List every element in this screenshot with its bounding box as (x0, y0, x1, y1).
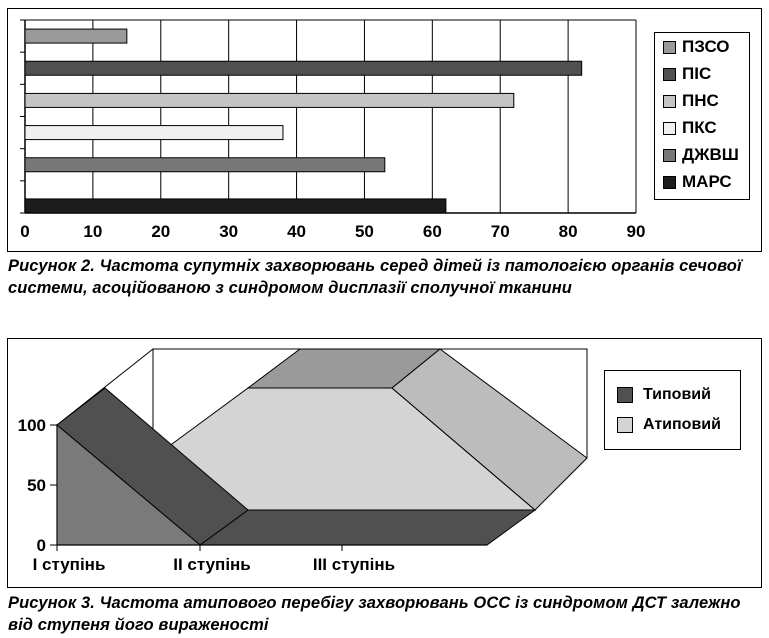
x-tick-label: III ступінь (313, 555, 395, 574)
x-tick-label: 0 (20, 222, 29, 241)
bar-ПКС (24, 125, 284, 141)
y-tick-label: 50 (27, 476, 46, 495)
legend-swatch (663, 94, 676, 108)
legend-label: Атиповий (643, 416, 721, 433)
area-atypical-side (391, 348, 588, 511)
legend-swatch (663, 67, 676, 81)
legend-figure-3: Типовий Атиповий (604, 370, 741, 450)
x-tick-label: 80 (559, 222, 578, 241)
legend-swatch (663, 148, 676, 162)
x-tick-label: 60 (423, 222, 442, 241)
legend-label: ДЖВШ (682, 145, 739, 164)
bar-МАРС (24, 198, 447, 214)
caption-figure-3: Рисунок 3. Частота атипового перебігу за… (8, 594, 741, 634)
y-tick-label: 100 (18, 416, 46, 435)
bar-ДЖВШ (24, 157, 386, 173)
legend-item: МАРС (663, 172, 732, 192)
legend-swatch (663, 175, 676, 189)
x-tick-label: 50 (355, 222, 374, 241)
legend-swatch (663, 121, 676, 135)
legend-item: ПНС (663, 91, 719, 111)
legend-item: ПІС (663, 64, 711, 84)
x-tick-label: II ступінь (173, 555, 251, 574)
x-tick-label: 70 (491, 222, 510, 241)
x-tick-label: 30 (219, 222, 238, 241)
caption-figure-2: Рисунок 2. Частота супутніх захворювань … (8, 257, 742, 297)
legend-item: ПЗСО (663, 37, 730, 57)
x-tick-label: 20 (151, 222, 170, 241)
legend-item: Атиповий (617, 416, 721, 434)
legend-figure-2: ПЗСО ПІС ПНС ПКС ДЖВШ МАРС (654, 32, 750, 200)
legend-label: ПІС (682, 64, 712, 83)
x-tick-label: 90 (627, 222, 646, 241)
bar-ПЗСО (24, 28, 128, 44)
legend-label: ПЗСО (682, 37, 730, 56)
bar-ПІС (24, 60, 583, 76)
legend-swatch (617, 417, 633, 433)
x-tick-label: I ступінь (33, 555, 106, 574)
x-tick-label: 10 (83, 222, 102, 241)
legend-item: ДЖВШ (663, 145, 739, 165)
legend-item: ПКС (663, 118, 717, 138)
legend-item: Типовий (617, 386, 711, 404)
legend-label: Типовий (643, 386, 711, 403)
legend-label: ПНС (682, 91, 719, 110)
legend-label: ПКС (682, 118, 717, 137)
bar-chart: 0 10 20 30 40 50 60 70 80 90 (20, 19, 646, 241)
legend-swatch (617, 387, 633, 403)
legend-swatch (663, 40, 676, 54)
area-3d-chart: 0 50 100 I ступінь II ступінь III ступінь (18, 348, 588, 574)
y-tick-label: 0 (37, 536, 46, 555)
bar-ПНС (24, 92, 515, 108)
x-tick-label: 40 (287, 222, 306, 241)
area-typical-floor (198, 509, 537, 546)
legend-label: МАРС (682, 172, 732, 191)
